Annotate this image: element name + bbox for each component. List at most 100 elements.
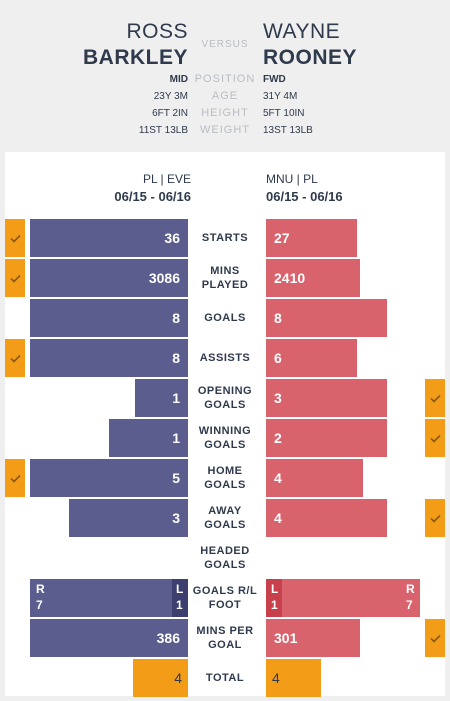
right-total-value: 4 (272, 670, 280, 686)
left-bar (69, 499, 188, 537)
right-season: 06/15 - 06/16 (266, 189, 343, 204)
right-bar (266, 459, 363, 497)
right-winner-check-icon (425, 499, 445, 537)
left-bar-value: 3 (172, 510, 180, 526)
left-position: MID (169, 74, 188, 85)
age-label: AGE (211, 90, 239, 102)
stat-row: 3086 2410 MINS PLAYED (5, 259, 445, 297)
stat-label: AWAY GOALS (204, 505, 246, 531)
right-height: 5FT 10IN (263, 108, 305, 119)
right-total-bar (266, 659, 321, 697)
right-bar (266, 259, 360, 297)
stat-label: GOALS (204, 312, 246, 324)
right-bar-value: 8 (274, 310, 282, 326)
right-age: 31Y 4M (263, 91, 298, 102)
stat-label: TOTAL (205, 672, 245, 684)
left-winner-check-icon (5, 459, 25, 497)
right-player-last-name: ROONEY (263, 46, 358, 69)
right-bar (266, 499, 387, 537)
left-player-last-name: BARKLEY (82, 46, 188, 69)
left-left-foot-band (172, 579, 188, 617)
left-bar-value: 1 (172, 430, 180, 446)
right-bar-value: 301 (274, 630, 298, 646)
right-winner-check-icon (425, 619, 445, 657)
left-height: 6FT 2IN (152, 108, 188, 119)
right-bar-value: 4 (274, 510, 282, 526)
stat-row: 3 4 AWAY GOALS (5, 499, 445, 537)
left-bar (30, 219, 188, 257)
right-bar-value: 4 (274, 470, 282, 486)
left-bar (30, 459, 188, 497)
left-bar (30, 299, 188, 337)
right-bar (266, 299, 387, 337)
comparison-header: ROSS BARKLEY VERSUS WAYNE ROONEY MID POS… (0, 0, 450, 152)
left-right-foot-label: R (36, 582, 45, 596)
left-bar-value: 5 (172, 470, 180, 486)
stat-row: 8 6 ASSISTS (5, 339, 445, 377)
right-bar-value: 2410 (274, 270, 306, 286)
left-winner-check-icon (5, 259, 25, 297)
left-winner-check-icon (5, 339, 25, 377)
left-bar-value: 8 (172, 310, 180, 326)
left-bar (135, 379, 188, 417)
left-bar-value: 3086 (148, 270, 180, 286)
right-left-foot-label: L (271, 582, 279, 596)
right-bar-value: 27 (274, 230, 290, 246)
right-left-foot-band (266, 579, 282, 617)
stat-row: 36 27 STARTS (5, 219, 445, 257)
right-position: FWD (263, 74, 286, 85)
stat-label: MINS PLAYED (201, 265, 249, 291)
left-bar (30, 339, 188, 377)
stat-row: 386 301 MINS PER GOAL (5, 619, 445, 657)
left-bar (30, 619, 188, 657)
right-right-foot-value: 7 (406, 598, 413, 612)
left-player-first-name: ROSS (126, 20, 188, 43)
left-weight: 11ST 13LB (138, 125, 188, 136)
stat-label: HEADED GOALS (200, 545, 250, 571)
right-weight: 13ST 13LB (263, 125, 313, 136)
left-competition: PL | EVE (142, 172, 191, 186)
left-right-foot-value: 7 (36, 598, 43, 612)
right-competition: MNU | PL (266, 172, 318, 186)
right-bar (266, 339, 357, 377)
stat-label: HOME GOALS (204, 465, 246, 491)
left-total-bar (133, 659, 188, 697)
right-winner-check-icon (425, 379, 445, 417)
left-season: 06/15 - 06/16 (114, 189, 191, 204)
stat-label: MINS PER GOAL (196, 625, 254, 651)
comparison-chart: PL | EVE 06/15 - 06/16 MNU | PL 06/15 - … (5, 152, 445, 697)
right-bar (266, 419, 387, 457)
left-left-foot-label: L (176, 582, 184, 596)
left-bar-value: 1 (172, 390, 180, 406)
right-bar (266, 619, 360, 657)
stat-row: 8 8 GOALS (5, 299, 445, 337)
stat-row: 4 4 TOTAL (5, 659, 445, 697)
left-bar-value: 36 (164, 230, 180, 246)
right-foot-bar (266, 579, 420, 617)
left-bar-value: 386 (156, 630, 180, 646)
weight-label: WEIGHT (200, 124, 250, 136)
stat-label: WINNING GOALS (198, 425, 252, 451)
stat-label: STARTS (201, 232, 249, 244)
right-bar (266, 219, 357, 257)
left-left-foot-value: 1 (176, 598, 183, 612)
left-foot-bar (30, 579, 188, 617)
right-right-foot-label: R (406, 582, 415, 596)
stat-row: 5 4 HOME GOALS (5, 459, 445, 497)
stat-row: 1 3 OPENING GOALS (5, 379, 445, 417)
left-bar (109, 419, 188, 457)
stat-row: R 7 L 1 L 1 R 7 GOALS R/L FOOT (5, 579, 445, 617)
right-bar (266, 379, 387, 417)
position-label: POSITION (194, 73, 256, 85)
stat-label: GOALS R/L FOOT (192, 585, 258, 611)
stat-row: 1 2 WINNING GOALS (5, 419, 445, 457)
left-age: 23Y 3M (153, 91, 188, 102)
stat-row: HEADED GOALS (5, 539, 445, 577)
right-winner-check-icon (425, 419, 445, 457)
right-bar-value: 6 (274, 350, 282, 366)
left-bar (30, 259, 188, 297)
right-player-first-name: WAYNE (263, 20, 341, 43)
left-bar-value: 8 (172, 350, 180, 366)
right-bar-value: 3 (274, 390, 282, 406)
right-bar-value: 2 (274, 430, 282, 446)
